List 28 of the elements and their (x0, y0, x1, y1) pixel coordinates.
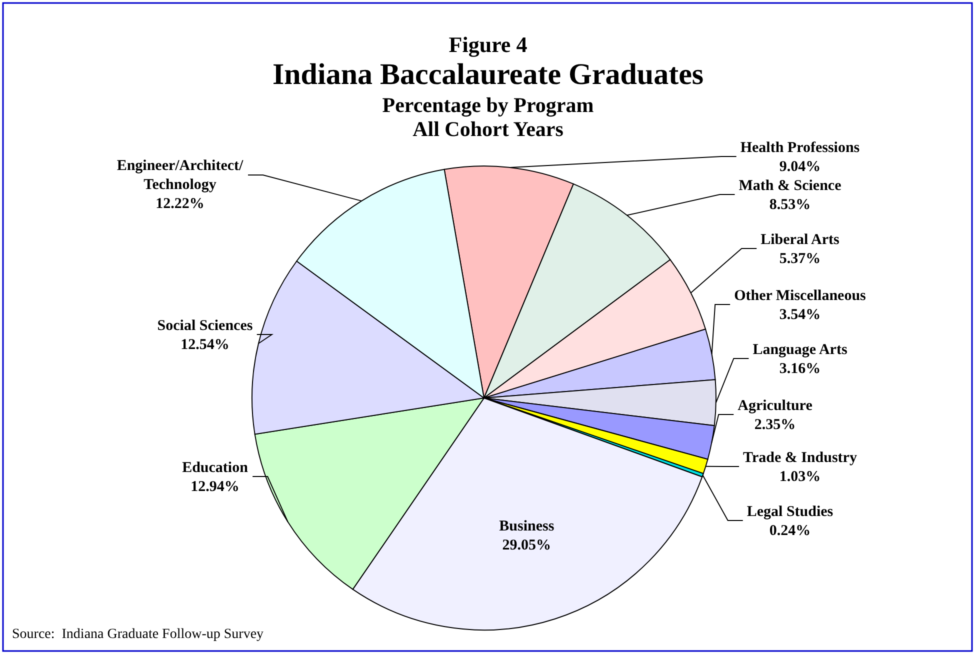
slice-label: Legal Studies (746, 504, 834, 520)
caption: Figure 4 (448, 32, 528, 57)
slice-label: Trade & Industry (743, 450, 858, 466)
slice-label: Other Miscellaneous (734, 288, 866, 304)
slice-label: Health Professions (740, 140, 860, 156)
data-label: 5.37% (779, 251, 821, 267)
data-label: 12.94% (190, 479, 240, 495)
slice-label: Education (182, 460, 249, 476)
data-label: 0.24% (769, 523, 811, 539)
data-label: 12.54% (180, 337, 230, 353)
data-label: 2.35% (754, 417, 796, 433)
data-label: 9.04% (779, 159, 821, 175)
chart-subtitle: Percentage by Program All Cohort Years (382, 93, 594, 141)
slice-label: Agriculture (738, 398, 813, 414)
slice-label: Math & Science (738, 178, 842, 194)
slice-label: Language Arts (752, 342, 848, 358)
data-label: 3.16% (779, 361, 821, 377)
data-label: 3.54% (779, 307, 821, 323)
slice-label: Business (499, 518, 554, 534)
data-label: 12.22% (156, 196, 204, 212)
slice-label: Engineer/Architect/Technology (116, 158, 244, 193)
slice-label: Liberal Arts (760, 232, 840, 248)
slice-label: Social Sciences (157, 318, 253, 334)
data-label: 8.53% (769, 197, 811, 213)
source-note: Source: Indiana Graduate Follow-up Survey (12, 627, 264, 642)
data-label: 29.05% (502, 538, 552, 554)
chart-title: Indiana Baccalaureate Graduates (272, 58, 704, 91)
data-label: 1.03% (779, 469, 821, 485)
